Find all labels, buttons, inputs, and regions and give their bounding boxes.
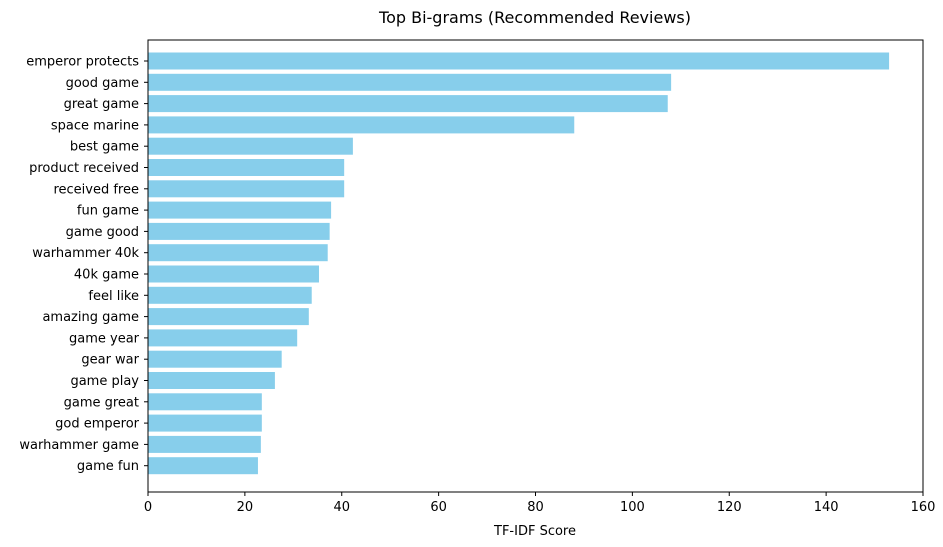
bar-good-game xyxy=(148,73,672,91)
x-tick-label: 80 xyxy=(527,500,544,515)
y-tick-label: space marine xyxy=(51,118,139,133)
y-tick-labels: emperor protects good game great game space… xyxy=(19,55,148,474)
y-tick-label: feel like xyxy=(88,289,139,304)
x-tick-label: 40 xyxy=(333,500,350,515)
bar-40k-game xyxy=(148,265,319,283)
y-tick-label: emperor protects xyxy=(26,55,139,70)
x-tick-label: 0 xyxy=(144,500,152,515)
bar-game-fun xyxy=(148,457,258,475)
x-tick-label: 20 xyxy=(237,500,254,515)
y-tick-label: game year xyxy=(69,331,140,346)
y-tick-label: best game xyxy=(70,140,139,155)
y-tick-label: warhammer 40k xyxy=(32,246,139,261)
bar-game-great xyxy=(148,393,262,411)
y-tick-label: game fun xyxy=(77,459,139,474)
x-tick-label: 100 xyxy=(620,500,645,515)
x-axis-label: TF-IDF Score xyxy=(493,524,576,539)
y-tick-label: warhammer game xyxy=(19,438,139,453)
y-tick-label: good game xyxy=(66,76,139,91)
y-tick-label: amazing game xyxy=(42,310,139,325)
x-tick-label: 120 xyxy=(717,500,742,515)
bar-warhammer-game xyxy=(148,435,261,453)
bar-game-good xyxy=(148,222,330,240)
chart-title: Top Bi-grams (Recommended Reviews) xyxy=(378,8,691,27)
bar-great-game xyxy=(148,95,668,113)
y-tick-label: fun game xyxy=(77,204,139,219)
y-tick-label: product received xyxy=(29,161,139,176)
bar-game-play xyxy=(148,372,275,389)
y-tick-label: 40k game xyxy=(74,268,139,283)
bar-feel-like xyxy=(148,286,312,304)
bar-fun-game xyxy=(148,201,332,219)
x-tick-label: 60 xyxy=(430,500,447,515)
bar-gear-war xyxy=(148,350,282,368)
y-tick-label: gear war xyxy=(81,353,139,368)
bar-god-emperor xyxy=(148,414,262,432)
x-ticks: 0 20 40 60 80 100 120 140 160 xyxy=(144,492,936,515)
x-tick-label: 140 xyxy=(814,500,839,515)
bar-amazing-game xyxy=(148,308,309,326)
y-tick-label: game good xyxy=(66,225,139,240)
y-tick-label: god emperor xyxy=(55,417,140,432)
y-tick-label: game great xyxy=(64,395,139,410)
bar-space-marine xyxy=(148,116,575,134)
y-tick-label: game play xyxy=(70,374,139,389)
bar-warhammer-40k xyxy=(148,244,328,262)
bar-game-year xyxy=(148,329,298,347)
y-tick-label: received free xyxy=(53,182,139,197)
y-tick-label: great game xyxy=(64,97,139,112)
x-tick-label: 160 xyxy=(911,500,936,515)
bar-received-free xyxy=(148,180,345,198)
plot-frame xyxy=(147,39,924,493)
bar-best-game xyxy=(148,137,353,155)
bar-emperor-protects xyxy=(148,52,890,70)
bars-group xyxy=(148,52,890,475)
bar-product-received xyxy=(148,159,345,176)
